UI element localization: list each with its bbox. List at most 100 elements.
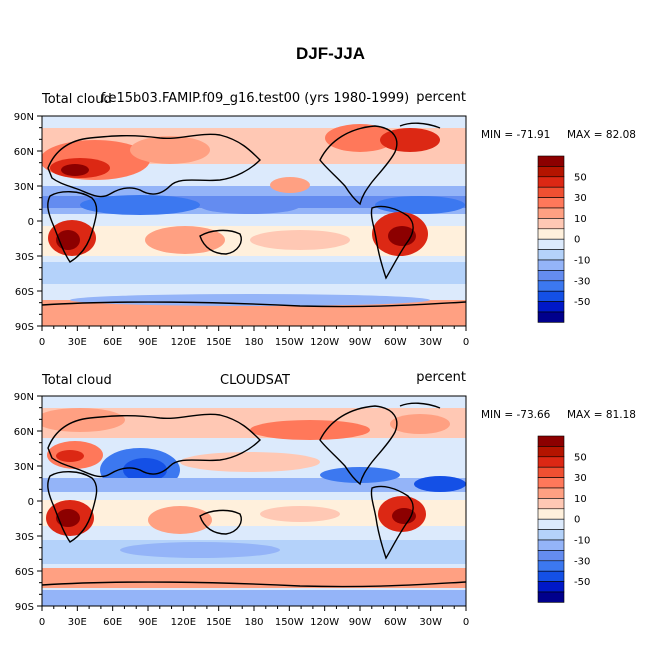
y-tick-label: 30N [14, 182, 34, 193]
x-tick-label: 60W [384, 337, 407, 348]
colorbar-swatch [537, 197, 565, 209]
colorbar-swatch [537, 280, 565, 292]
axes: 0 30E 60E 90E 120E 150E 180 150W 120W 90W 60W 30W 09… [14, 112, 469, 348]
y-tick-label: 0 [28, 217, 34, 228]
colorbar-swatch [537, 518, 565, 530]
colorbar-swatch [537, 301, 565, 313]
colorbar-swatch [537, 570, 565, 582]
colorbar-tick-label: 30 [574, 193, 587, 204]
x-tick-label: 90W [349, 337, 372, 348]
x-tick-label: 180 [244, 337, 263, 348]
colorbar-tick-label: 0 [574, 515, 580, 526]
colorbar-tick-label: 10 [574, 494, 587, 505]
colorbar-swatch [537, 560, 565, 572]
x-tick-label: 60W [384, 617, 407, 628]
colorbar-swatch [537, 591, 565, 603]
colorbar-swatch [537, 176, 565, 188]
colorbar-swatch [537, 166, 565, 178]
y-tick-label: 60N [14, 147, 34, 158]
x-tick-label: 150E [206, 617, 231, 628]
colorbar-swatch [537, 477, 565, 489]
x-tick-label: 120W [310, 617, 339, 628]
colorbar-swatch [537, 228, 565, 240]
x-tick-label: 0 [463, 617, 469, 628]
figure-title: DJF-JJA [296, 44, 365, 63]
colorbar-swatch [537, 207, 565, 219]
colorbar-swatch [537, 529, 565, 541]
panel-right-label: percent [416, 90, 466, 105]
x-tick-label: 30W [419, 337, 442, 348]
x-tick-label: 90W [349, 617, 372, 628]
colorbar-tick-label: 10 [574, 214, 587, 225]
colorbar-tick-label: -10 [574, 536, 590, 547]
x-tick-label: 0 [463, 337, 469, 348]
y-tick-label: 30S [15, 532, 34, 543]
colorbar: 50 30 10 0 -10 -30 -50 [537, 155, 590, 323]
x-tick-label: 60E [103, 337, 122, 348]
colorbar-swatch [537, 311, 565, 323]
colorbar: 50 30 10 0 -10 -30 -50 [537, 435, 590, 603]
panel-title: CLOUDSAT [220, 373, 290, 388]
x-tick-label: 0 [39, 337, 45, 348]
colorbar-swatch [537, 259, 565, 271]
colorbar-swatch [537, 155, 565, 167]
min-label: MIN = -73.66 [481, 409, 551, 421]
x-tick-label: 90E [138, 337, 157, 348]
x-tick-label: 30E [68, 617, 87, 628]
x-tick-label: 0 [39, 617, 45, 628]
colorbar-swatch [537, 539, 565, 551]
y-tick-label: 90N [14, 112, 34, 123]
colorbar-swatch [537, 218, 565, 230]
colorbar-swatch [537, 186, 565, 198]
x-tick-label: 120W [310, 337, 339, 348]
y-tick-label: 60S [15, 567, 34, 578]
colorbar-swatch [537, 270, 565, 282]
colorbar-swatch [537, 238, 565, 250]
x-tick-label: 120E [171, 337, 196, 348]
heatmap-field [42, 116, 466, 326]
colorbar-swatch [537, 435, 565, 447]
colorbar-tick-label: 50 [574, 452, 587, 463]
colorbar-tick-label: -30 [574, 556, 590, 567]
y-tick-label: 90N [14, 392, 34, 403]
y-tick-label: 0 [28, 497, 34, 508]
colorbar-swatch [537, 508, 565, 520]
colorbar-tick-label: -30 [574, 276, 590, 287]
axes: 0 30E 60E 90E 120E 150E 180 150W 120W 90W 60W 30W 09… [14, 392, 469, 628]
colorbar-swatch [537, 446, 565, 458]
panel-right-label: percent [416, 370, 466, 385]
panel-cloudsat: 0 30E 60E 90E 120E 150E 180 150W 120W 90W 60W 30W 09… [14, 370, 636, 628]
y-tick-label: 60S [15, 287, 34, 298]
colorbar-swatch [537, 498, 565, 510]
max-label: MAX = 82.08 [567, 129, 636, 141]
x-tick-label: 30E [68, 337, 87, 348]
x-tick-label: 90E [138, 617, 157, 628]
colorbar-tick-label: -50 [574, 577, 590, 588]
colorbar-tick-label: -50 [574, 297, 590, 308]
y-tick-label: 60N [14, 427, 34, 438]
colorbar-swatch [537, 456, 565, 468]
y-tick-label: 90S [15, 602, 34, 613]
x-tick-label: 150W [275, 337, 304, 348]
panel-left-label: Total cloud [41, 92, 112, 107]
y-tick-label: 90S [15, 322, 34, 333]
min-label: MIN = -71.91 [481, 129, 550, 141]
heatmap-field [42, 396, 466, 606]
colorbar-tick-label: 50 [574, 172, 587, 183]
colorbar-swatch [537, 466, 565, 478]
colorbar-tick-label: 30 [574, 473, 587, 484]
x-tick-label: 180 [244, 617, 263, 628]
y-tick-label: 30S [15, 252, 34, 263]
x-tick-label: 120E [171, 617, 196, 628]
panel-model: 0 30E 60E 90E 120E 150E 180 150W 120W 90W 60W 30W 09… [14, 90, 636, 348]
colorbar-swatch [537, 249, 565, 261]
x-tick-label: 60E [103, 617, 122, 628]
panel-title: f.e15b03.FAMIP.f09_g16.test00 (yrs 1980-… [101, 91, 410, 106]
colorbar-swatch [537, 581, 565, 593]
colorbar-tick-label: -10 [574, 256, 590, 267]
colorbar-swatch [537, 550, 565, 562]
colorbar-swatch [537, 487, 565, 499]
x-tick-label: 150W [275, 617, 304, 628]
colorbar-tick-label: 0 [574, 235, 580, 246]
